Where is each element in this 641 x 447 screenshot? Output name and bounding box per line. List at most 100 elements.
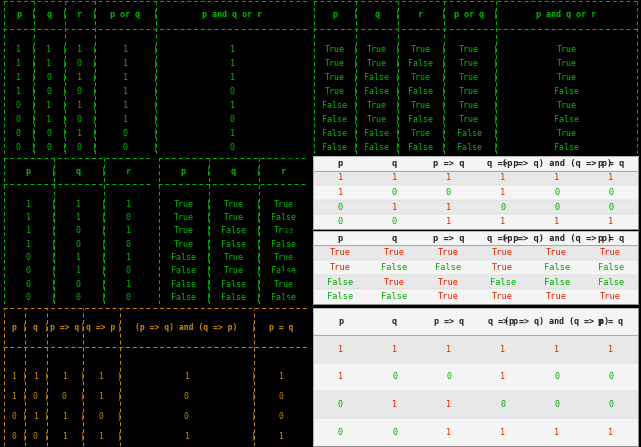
Text: True: True [410,101,431,110]
Bar [313,289,638,304]
Text: 0: 0 [126,293,131,302]
Text: |: | [80,323,85,332]
Text: p => q: p => q [433,317,463,326]
Text: |: | [62,101,67,110]
Text: 0: 0 [500,202,505,212]
Text: |: | [62,115,67,124]
Text: False: False [271,293,296,302]
Text: 0: 0 [126,213,131,222]
Text: p => q: p => q [49,323,79,332]
Text: 0: 0 [608,188,613,197]
Text: |: | [31,115,37,124]
Text: q: q [392,234,397,243]
Text: |: | [153,59,158,68]
Text: 0: 0 [608,400,613,409]
Text: 1: 1 [500,372,505,381]
Text: |: | [44,432,48,441]
Text: 1: 1 [229,45,235,54]
Text: |: | [62,73,67,82]
Text: 1: 1 [99,372,103,381]
Text: |: | [51,279,56,288]
Text: (p => q) and (q => p): (p => q) and (q => p) [135,323,237,332]
Text: |: | [101,253,106,262]
Text: 1: 1 [500,428,505,437]
Text: |: | [256,200,261,209]
Text: 0: 0 [392,428,397,437]
Text: 1: 1 [126,226,131,236]
Text: 1: 1 [184,372,188,381]
Text: True: True [410,73,431,82]
Text: True: True [367,59,387,68]
Text: False: False [544,263,570,272]
Text: |: | [92,143,97,152]
Text: |: | [256,226,261,236]
Text: |: | [31,129,37,138]
Text: |: | [92,87,97,96]
Text: |: | [101,167,106,176]
Text: False: False [554,115,579,124]
Text: 0: 0 [392,372,397,381]
Text: 0: 0 [76,279,81,288]
Text: False: False [597,263,624,272]
Text: q => p: q => p [487,234,519,243]
Text: |: | [92,73,97,82]
Text: |: | [51,266,56,275]
Text: |: | [31,73,37,82]
Text: 0: 0 [229,115,235,124]
Text: |: | [395,10,400,19]
Text: p = q: p = q [597,159,624,168]
Text: 0: 0 [446,188,451,197]
Text: 1: 1 [229,73,235,82]
Text: (p => q) and (q => p): (p => q) and (q => p) [502,234,612,243]
Text: |: | [101,213,106,222]
Text: 0: 0 [338,202,343,212]
Text: 1: 1 [16,73,21,82]
Text: 1: 1 [229,59,235,68]
Text: 1: 1 [338,372,343,381]
Bar [313,245,638,260]
Text: False: False [221,226,246,236]
Text: True: True [546,248,567,257]
Text: |: | [51,226,56,236]
Text: |: | [51,293,56,302]
Text: False: False [221,240,246,249]
Text: True: True [556,101,576,110]
Text: |: | [206,213,211,222]
Text: |: | [395,115,400,124]
Text: 1: 1 [77,129,82,138]
Text: |: | [395,101,400,110]
Text: 1: 1 [62,412,67,421]
Text: False: False [322,115,347,124]
Text: |: | [153,101,158,110]
Text: False: False [597,278,624,287]
Text: 1: 1 [392,202,397,212]
Text: |: | [395,59,400,68]
Text: |: | [22,323,27,332]
Text: |: | [22,412,27,421]
Text: True: True [223,253,244,262]
Bar [313,335,638,363]
Text: q: q [76,167,81,176]
Text: 1: 1 [338,173,343,182]
Text: |: | [62,10,67,19]
Text: |: | [353,59,358,68]
Text: |: | [92,10,97,19]
Text: False: False [554,87,579,96]
Text: 1: 1 [122,45,128,54]
Text: |: | [153,73,158,82]
Text: |: | [206,167,211,176]
Text: |: | [153,143,158,152]
Text: |: | [206,226,211,236]
Text: 1: 1 [62,432,67,441]
Text: |: | [206,200,211,209]
Text: 0: 0 [554,400,559,409]
Text: |: | [440,115,445,124]
Text: False: False [490,278,516,287]
Text: False: False [408,59,433,68]
Text: True: True [367,45,387,54]
Text: 1: 1 [99,432,103,441]
Text: 0: 0 [16,129,21,138]
Text: |: | [22,432,27,441]
Text: |: | [153,10,158,19]
Text: 1: 1 [16,45,21,54]
